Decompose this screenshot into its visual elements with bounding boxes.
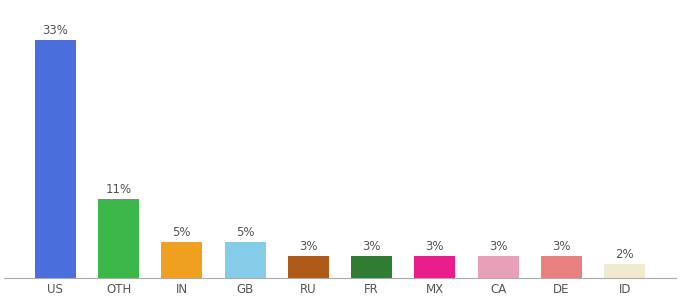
Bar [477, 256, 519, 278]
Text: 11%: 11% [105, 183, 132, 196]
Bar [414, 256, 456, 278]
Text: 5%: 5% [173, 226, 191, 239]
Text: 5%: 5% [236, 226, 254, 239]
Text: 2%: 2% [615, 248, 634, 261]
Bar [541, 256, 582, 278]
Text: 3%: 3% [299, 241, 318, 254]
Text: 3%: 3% [552, 241, 571, 254]
Bar [98, 199, 139, 278]
Bar [161, 242, 203, 278]
Text: 3%: 3% [362, 241, 381, 254]
Bar [351, 256, 392, 278]
Text: 33%: 33% [42, 24, 68, 37]
Bar [604, 264, 645, 278]
Bar [288, 256, 329, 278]
Text: 3%: 3% [426, 241, 444, 254]
Bar [35, 40, 76, 278]
Bar [224, 242, 266, 278]
Text: 3%: 3% [489, 241, 507, 254]
